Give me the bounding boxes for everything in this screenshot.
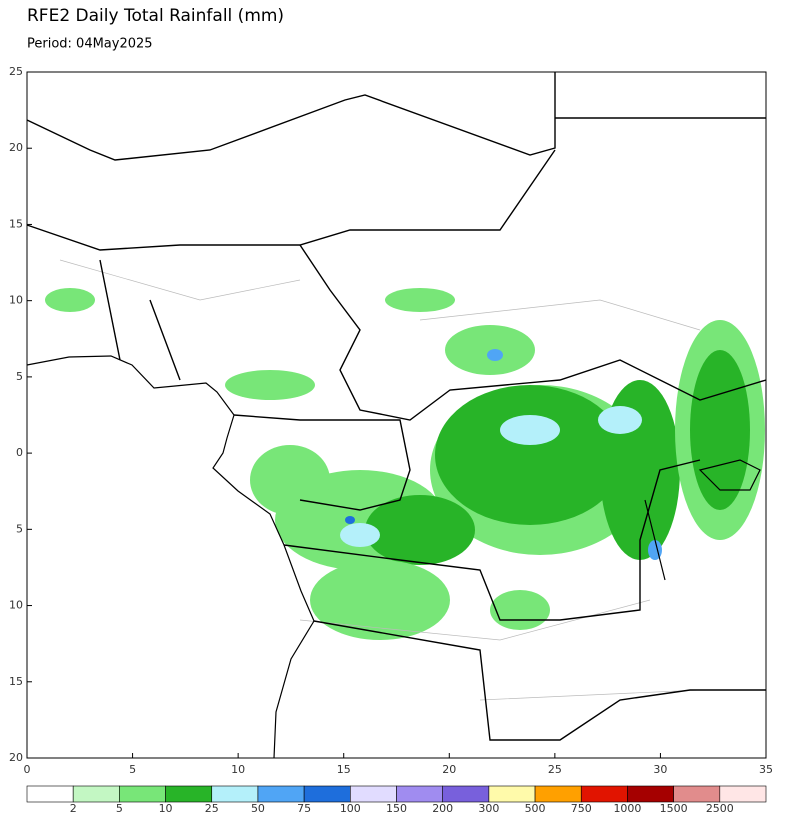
coastline xyxy=(26,355,315,759)
colorbar-swatch xyxy=(165,785,213,803)
colorbar-label: 150 xyxy=(386,802,407,815)
rain-area xyxy=(385,288,455,312)
colorbar-label: 2 xyxy=(70,802,77,815)
colorbar-swatch xyxy=(396,785,443,803)
colorbar-swatch xyxy=(488,785,536,803)
period: Period: 04May2025 xyxy=(27,37,153,52)
colorbar-swatch xyxy=(442,785,490,803)
colorbar: 2 5 10 25 50 75 100 150 200 300 500 750 1000 1500 2500 xyxy=(26,785,767,815)
colorbar-label: 2500 xyxy=(706,802,734,815)
border-line xyxy=(26,117,766,251)
rain-area xyxy=(500,415,560,445)
colorbar-label: 25 xyxy=(205,802,219,815)
colorbar-label: 1500 xyxy=(660,802,688,815)
borders xyxy=(26,72,767,759)
colorbar-label: 750 xyxy=(571,802,592,815)
y-tick-label: 20 xyxy=(9,751,23,764)
y-tick-label: 15 xyxy=(9,675,23,688)
rain-area xyxy=(648,540,662,560)
colorbar-swatch xyxy=(257,785,305,803)
colorbar-label: 500 xyxy=(525,802,546,815)
rainfall xyxy=(45,288,765,640)
colorbar-label: 50 xyxy=(251,802,265,815)
x-tick-label: 15 xyxy=(337,763,351,776)
rain-area xyxy=(490,590,550,630)
y-tick-label: 20 xyxy=(9,141,23,154)
y-tick-label: 5 xyxy=(16,370,23,383)
colorbar-swatch xyxy=(119,785,166,803)
border-line xyxy=(233,414,701,621)
x-tick-label: 10 xyxy=(231,763,245,776)
colorbar-swatch xyxy=(627,785,674,803)
y-tick-label: 10 xyxy=(9,599,23,612)
axes: 0 5 10 15 20 25 30 35 25 20 15 10 5 0 5 10 15 20 xyxy=(9,65,773,776)
rain-area xyxy=(250,445,330,515)
rain-area xyxy=(435,385,625,525)
colorbar-label: 100 xyxy=(340,802,361,815)
x-tick-label: 20 xyxy=(442,763,456,776)
border-line xyxy=(299,244,767,421)
colorbar-swatch xyxy=(580,785,628,803)
border-line xyxy=(99,259,766,741)
rain-area xyxy=(345,516,355,524)
y-tick-label: 0 xyxy=(16,446,23,459)
x-tick-label: 25 xyxy=(548,763,562,776)
rain-area xyxy=(690,350,750,510)
rain-area xyxy=(310,560,450,640)
x-tick-label: 0 xyxy=(24,763,31,776)
border-line xyxy=(26,72,556,161)
colorbar-swatch xyxy=(719,785,767,803)
colorbar-swatch xyxy=(211,785,259,803)
colorbar-swatch xyxy=(26,785,74,803)
colorbar-label: 10 xyxy=(159,802,173,815)
admin-line xyxy=(59,259,701,701)
x-tick-label: 5 xyxy=(129,763,136,776)
colorbar-label: 1000 xyxy=(613,802,641,815)
colorbar-label: 200 xyxy=(432,802,453,815)
rain-area xyxy=(225,370,315,400)
colorbar-swatch xyxy=(673,785,721,803)
x-tick-label: 30 xyxy=(653,763,667,776)
x-tick-label: 35 xyxy=(759,763,773,776)
y-tick-label: 10 xyxy=(9,294,23,307)
lake-outline xyxy=(644,459,761,581)
colorbar-label: 5 xyxy=(116,802,123,815)
rain-area xyxy=(445,325,535,375)
colorbar-swatch xyxy=(350,785,397,803)
rain-area xyxy=(487,349,503,361)
title: RFE2 Daily Total Rainfall (mm) xyxy=(27,6,284,26)
colorbar-swatch xyxy=(534,785,582,803)
map-frame xyxy=(26,71,767,759)
rain-area xyxy=(598,406,642,434)
y-tick-label: 15 xyxy=(9,217,23,230)
rain-area xyxy=(340,523,380,547)
y-tick-label: 25 xyxy=(9,65,23,78)
colorbar-label: 75 xyxy=(297,802,311,815)
rain-area xyxy=(45,288,95,312)
colorbar-label: 300 xyxy=(478,802,499,815)
colorbar-swatch xyxy=(303,785,351,803)
rain-area xyxy=(365,495,475,565)
y-tick-label: 5 xyxy=(16,522,23,535)
colorbar-swatch xyxy=(72,785,120,803)
